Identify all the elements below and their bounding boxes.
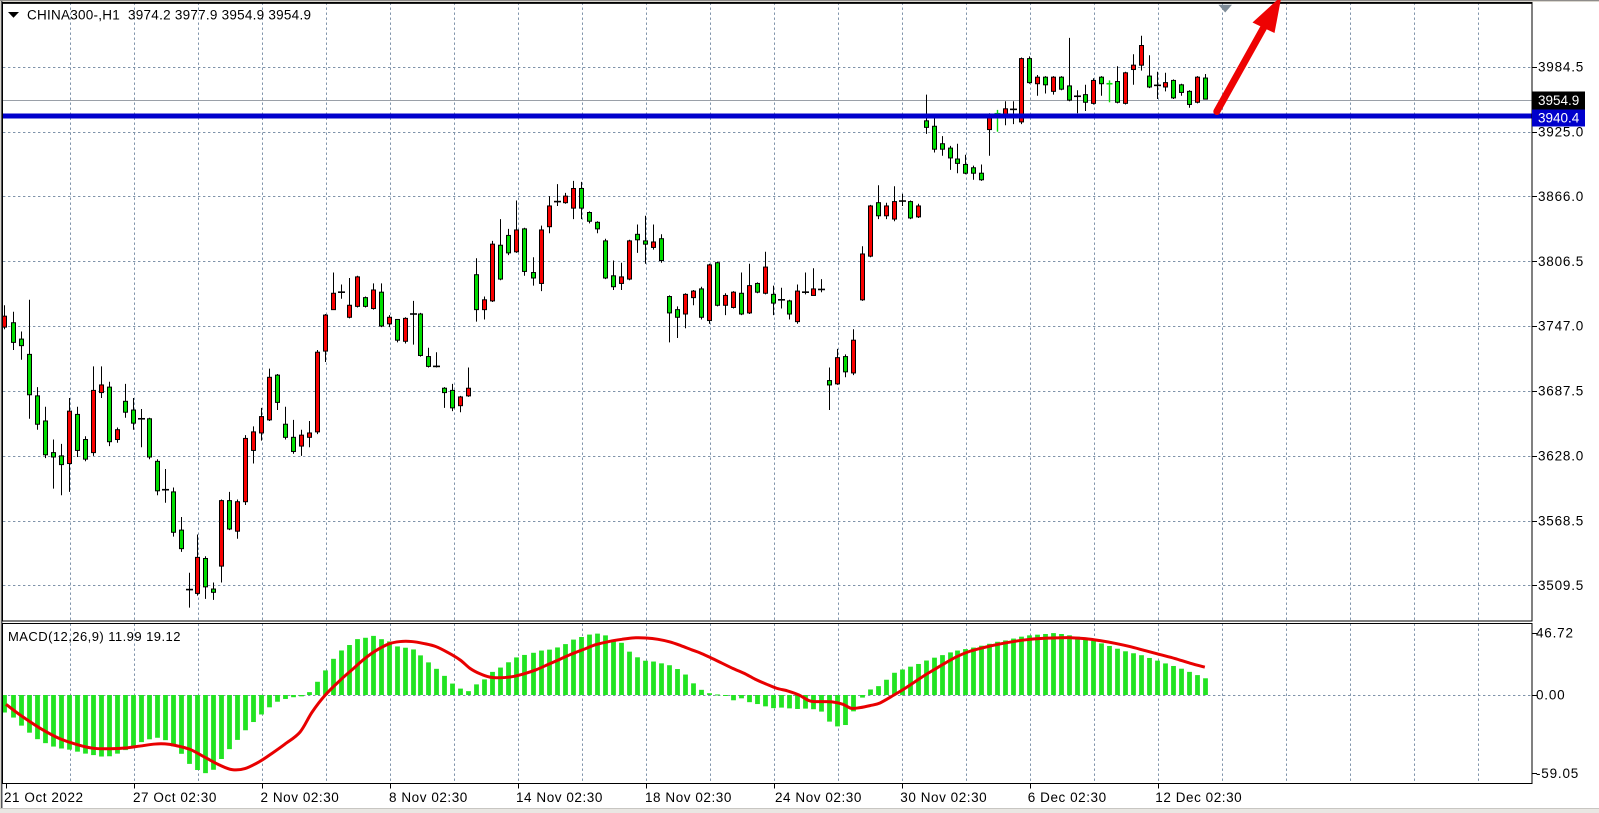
svg-text:46.72: 46.72 <box>1536 626 1574 641</box>
svg-text:3747.0: 3747.0 <box>1538 319 1584 334</box>
svg-text:3568.5: 3568.5 <box>1538 514 1584 529</box>
svg-text:3687.5: 3687.5 <box>1538 384 1584 399</box>
svg-text:3866.0: 3866.0 <box>1538 189 1584 204</box>
svg-text:12 Dec 02:30: 12 Dec 02:30 <box>1155 790 1242 805</box>
svg-text:18 Nov 02:30: 18 Nov 02:30 <box>645 790 732 805</box>
svg-text:0.00: 0.00 <box>1536 688 1565 703</box>
svg-text:3984.5: 3984.5 <box>1538 60 1584 75</box>
svg-text:3509.5: 3509.5 <box>1538 578 1584 593</box>
svg-text:21 Oct 2022: 21 Oct 2022 <box>4 790 84 805</box>
svg-text:MACD(12,26,9) 11.99 19.12: MACD(12,26,9) 11.99 19.12 <box>8 629 181 644</box>
svg-text:3806.5: 3806.5 <box>1538 254 1584 269</box>
svg-text:2 Nov 02:30: 2 Nov 02:30 <box>261 790 340 805</box>
svg-text:14 Nov 02:30: 14 Nov 02:30 <box>516 790 603 805</box>
svg-text:3940.4: 3940.4 <box>1538 111 1580 126</box>
svg-text:8 Nov 02:30: 8 Nov 02:30 <box>389 790 468 805</box>
svg-text:-59.05: -59.05 <box>1536 766 1579 781</box>
svg-text:30 Nov 02:30: 30 Nov 02:30 <box>900 790 987 805</box>
svg-text:3925.0: 3925.0 <box>1538 124 1584 139</box>
svg-text:24 Nov 02:30: 24 Nov 02:30 <box>775 790 862 805</box>
svg-text:27 Oct 02:30: 27 Oct 02:30 <box>133 790 217 805</box>
svg-text:6 Dec 02:30: 6 Dec 02:30 <box>1028 790 1107 805</box>
svg-text:3628.0: 3628.0 <box>1538 449 1584 464</box>
svg-text:3954.9: 3954.9 <box>1538 93 1579 108</box>
svg-text:CHINA300-,H1 3974.2 3977.9 39: CHINA300-,H1 3974.2 3977.9 3954.9 3954.9 <box>27 8 311 23</box>
